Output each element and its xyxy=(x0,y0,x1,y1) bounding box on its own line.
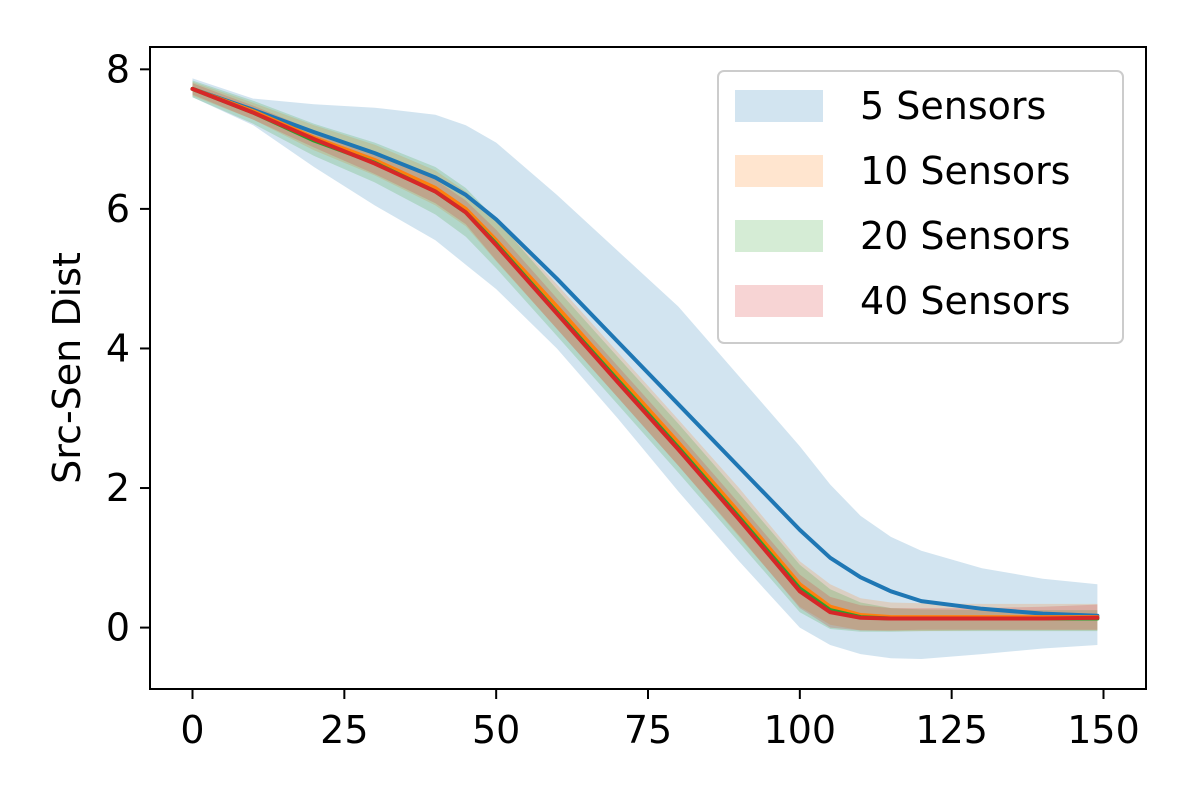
legend-swatch-20-sensors xyxy=(735,220,823,252)
x-tick-label: 25 xyxy=(320,708,368,752)
legend: 5 Sensors 10 Sensors 20 Sensors 40 Sensors xyxy=(717,70,1124,344)
band-20-sensors xyxy=(192,80,1098,632)
legend-swatch-40-sensors xyxy=(735,285,823,317)
x-axis: 0 25 50 75 100 125 150 xyxy=(180,689,1140,752)
legend-frame xyxy=(717,70,1124,344)
y-tick-label: 2 xyxy=(106,466,130,510)
lines-layer xyxy=(190,86,1100,621)
x-tick-label: 150 xyxy=(1067,708,1140,752)
y-tick-label: 6 xyxy=(106,187,130,231)
legend-label-20-sensors: 20 Sensors xyxy=(860,214,1070,258)
x-tick-label: 75 xyxy=(624,708,672,752)
y-tick-label: 4 xyxy=(106,326,130,370)
line-5-sensors xyxy=(190,86,1100,618)
legend-swatch-5-sensors xyxy=(735,90,823,122)
y-axis-title: Src-Sen Dist xyxy=(45,252,89,484)
y-tick-label: 8 xyxy=(106,47,130,91)
x-tick-label: 50 xyxy=(472,708,520,752)
legend-label-5-sensors: 5 Sensors xyxy=(860,84,1046,128)
x-tick-label: 0 xyxy=(180,708,204,752)
x-tick-label: 125 xyxy=(915,708,988,752)
y-axis: 0 2 4 6 8 xyxy=(106,47,150,650)
legend-label-40-sensors: 40 Sensors xyxy=(860,279,1070,323)
legend-label-10-sensors: 10 Sensors xyxy=(860,149,1070,193)
y-tick-label: 0 xyxy=(106,606,130,650)
x-tick-label: 100 xyxy=(764,708,837,752)
line-40-sensors xyxy=(190,86,1100,621)
legend-swatch-10-sensors xyxy=(735,155,823,187)
